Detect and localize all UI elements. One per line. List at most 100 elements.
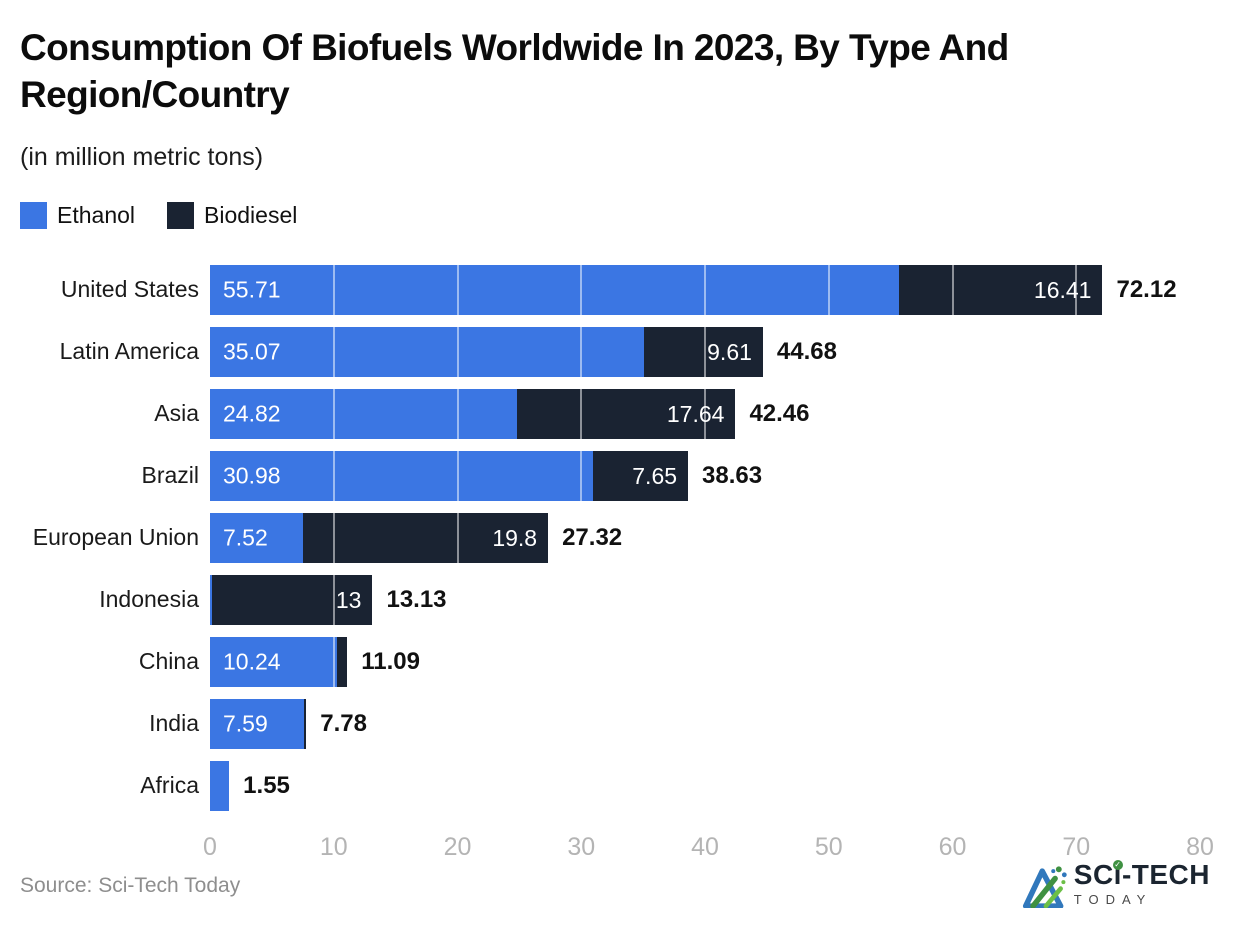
page-title: Consumption Of Biofuels Worldwide In 202… — [20, 24, 1210, 119]
logo-text: SCı ✓ -TECH TODAY — [1073, 859, 1210, 907]
category-label: United States — [60, 276, 199, 303]
logo-brand-tech: -TECH — [1121, 859, 1210, 890]
chart-subtitle: (in million metric tons) — [20, 142, 264, 171]
ethanol-value-label: 55.71 — [223, 276, 281, 303]
biodiesel-bar-segment — [593, 450, 689, 501]
total-value-label: 11.09 — [361, 647, 420, 675]
bar-row: Brazil 30.98 7.65 38.63 — [20, 445, 1210, 507]
ethanol-bar-segment — [210, 760, 230, 811]
biodiesel-value-label: 16.41 — [1033, 276, 1092, 303]
bar-track: 55.71 16.41 72.12 — [210, 264, 1201, 315]
biodiesel-bar-segment — [517, 388, 736, 439]
bar-track: 7.59 7.78 — [210, 698, 1201, 749]
biodiesel-bar-segment — [336, 636, 348, 687]
bar-row: Latin America 35.07 9.61 44.68 — [20, 321, 1210, 383]
chart-legend: Ethanol Biodiesel — [20, 201, 1210, 229]
biodiesel-bar-segment — [211, 574, 373, 625]
ethanol-bar-segment — [210, 326, 644, 377]
total-value-label: 72.12 — [1116, 275, 1177, 303]
bar-track: 35.07 9.61 44.68 — [210, 326, 1201, 377]
total-value-label: 44.68 — [776, 337, 837, 365]
biodiesel-value-label: 7.65 — [632, 462, 678, 489]
legend-item-ethanol: Ethanol — [20, 201, 136, 229]
biodiesel-bar-segment — [643, 326, 763, 377]
biodiesel-swatch-icon — [167, 201, 195, 229]
total-value-label: 42.46 — [749, 399, 810, 427]
ethanol-value-label: 24.82 — [223, 400, 281, 427]
x-axis-tick: 20 — [443, 832, 472, 861]
total-value-label: 13.13 — [386, 585, 447, 613]
legend-label-ethanol: Ethanol — [57, 201, 136, 228]
biodiesel-value-label: 19.8 — [492, 524, 538, 551]
biodiesel-bar-segment — [899, 264, 1103, 315]
logo-brand: SCı ✓ -TECH — [1073, 859, 1210, 890]
x-axis-tick: 70 — [1062, 832, 1091, 861]
biodiesel-bar-segment — [303, 512, 549, 563]
x-axis-tick: 50 — [814, 832, 843, 861]
bar-chart: United States 55.71 16.41 72.12 Latin Americ… — [20, 259, 1210, 817]
bar-row: United States 55.71 16.41 72.12 — [20, 259, 1210, 321]
category-label: Indonesia — [99, 586, 199, 613]
category-label: Brazil — [141, 462, 199, 489]
ethanol-bar-segment — [210, 636, 337, 687]
category-label: European Union — [32, 524, 199, 551]
biodiesel-value-label: 13 — [335, 586, 362, 613]
x-axis-tick: 0 — [203, 832, 217, 861]
ethanol-bar-segment — [210, 450, 594, 501]
bar-row: India 7.59 7.78 — [20, 693, 1210, 755]
ethanol-value-label: 30.98 — [223, 462, 281, 489]
logo-brand-sc: SC — [1073, 859, 1114, 890]
footer: Source: Sci-Tech Today SCı ✓ -TECH TODAY — [20, 860, 1210, 908]
bar-row: Africa 1.55 — [20, 755, 1210, 817]
brand-logo: SCı ✓ -TECH TODAY — [1022, 860, 1210, 908]
bar-track: 13 13.13 — [210, 574, 1201, 625]
category-label: Asia — [154, 400, 199, 427]
bar-track: 1.55 — [210, 760, 1201, 811]
total-value-label: 1.55 — [243, 771, 290, 799]
source-text: Source: Sci-Tech Today — [20, 874, 241, 897]
logo-i-stem: ı — [1113, 859, 1122, 890]
x-axis-tick: 40 — [691, 832, 719, 861]
x-axis-tick: 10 — [319, 832, 348, 861]
ethanol-value-label: 7.52 — [223, 524, 268, 551]
x-axis-tick: 60 — [938, 832, 967, 861]
total-value-label: 27.32 — [562, 523, 623, 551]
biodiesel-value-label: 17.64 — [666, 400, 725, 427]
x-axis-tick: 80 — [1186, 832, 1214, 861]
ethanol-value-label: 35.07 — [223, 338, 281, 365]
logo-check-icon: ✓ — [1112, 860, 1123, 870]
bar-track: 7.52 19.8 27.32 — [210, 512, 1201, 563]
ethanol-bar-segment — [210, 512, 304, 563]
title-line2: Region/Country — [20, 74, 290, 116]
bar-track: 10.24 11.09 — [210, 636, 1201, 687]
logo-today: TODAY — [1073, 892, 1153, 907]
bar-row: Indonesia 13 13.13 — [20, 569, 1210, 631]
legend-label-biodiesel: Biodiesel — [204, 201, 298, 228]
ethanol-bar-segment — [210, 698, 304, 749]
logo-brand-i: ı ✓ — [1112, 859, 1123, 890]
biodiesel-value-label: 9.61 — [707, 338, 752, 365]
x-axis-tick: 30 — [567, 832, 596, 861]
bar-row: China 10.24 11.09 — [20, 631, 1210, 693]
ethanol-value-label: 7.59 — [223, 710, 268, 737]
total-value-label: 7.78 — [320, 709, 367, 737]
category-label: India — [149, 710, 199, 737]
bar-row: Asia 24.82 17.64 42.46 — [20, 383, 1210, 445]
x-axis: 0 10 20 30 40 50 60 70 80 — [203, 825, 1214, 861]
biodiesel-bar-segment — [303, 698, 307, 749]
title-line1: Consumption Of Biofuels Worldwide In 202… — [20, 27, 1009, 68]
ethanol-value-label: 10.24 — [223, 648, 281, 675]
bar-track: 24.82 17.64 42.46 — [210, 388, 1201, 439]
bar-row: European Union 7.52 19.8 27.32 — [20, 507, 1210, 569]
logo-mark-icon — [1022, 866, 1067, 908]
ethanol-bar-segment — [210, 574, 212, 625]
ethanol-bar-segment — [210, 388, 518, 439]
ethanol-swatch-icon — [20, 201, 47, 229]
ethanol-bar-segment — [210, 264, 900, 315]
legend-item-biodiesel: Biodiesel — [167, 201, 298, 229]
category-label: Africa — [140, 772, 199, 799]
category-label: China — [138, 648, 199, 675]
bar-track: 30.98 7.65 38.63 — [210, 450, 1201, 501]
category-label: Latin America — [59, 338, 199, 365]
